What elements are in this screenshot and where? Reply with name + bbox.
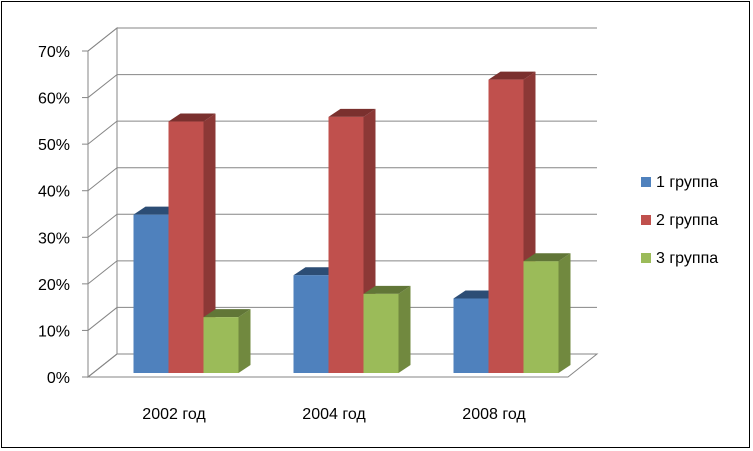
bar <box>523 253 571 373</box>
bar-top <box>328 108 376 117</box>
x-tick-label: 2002 год <box>142 406 206 423</box>
bar-front <box>328 116 364 373</box>
y-tick-label: 60% <box>38 91 70 108</box>
legend-label: 1 группа <box>656 174 718 191</box>
x-axis-ticks: 2002 год 2004 год 2008 год <box>142 406 526 423</box>
legend-swatch <box>641 177 651 187</box>
y-axis-ticks: 0% 10% 20% 30% 40% 50% 60% 70% <box>38 44 70 387</box>
legend-item: 1 группа <box>641 174 718 191</box>
bar-front <box>363 293 399 373</box>
bar <box>168 113 216 373</box>
legend-label: 2 группа <box>656 212 718 229</box>
bar-side <box>398 285 411 373</box>
bar-front <box>293 275 329 373</box>
legend-label: 3 группа <box>656 250 718 267</box>
bar-front <box>133 214 169 373</box>
bar-top <box>363 285 411 294</box>
gridline <box>87 213 597 238</box>
y-tick-label: 30% <box>38 230 70 247</box>
bar-top <box>168 113 216 122</box>
bar-front <box>203 317 239 373</box>
gridline <box>87 167 597 192</box>
y-tick-label: 50% <box>38 137 70 154</box>
legend-item: 3 группа <box>641 250 718 267</box>
legend-swatch <box>641 253 651 263</box>
bars <box>133 71 571 373</box>
bar-front <box>168 121 204 373</box>
bar-front <box>488 79 524 373</box>
gridline <box>87 74 597 98</box>
bar-side <box>203 113 216 373</box>
legend: 1 группа 2 группа 3 группа <box>641 174 718 267</box>
y-tick-label: 10% <box>38 323 70 340</box>
y-tick-label: 40% <box>38 184 70 201</box>
gridline <box>87 260 597 285</box>
side-wall <box>87 26 118 379</box>
legend-item: 2 группа <box>641 212 718 229</box>
bar <box>203 309 251 373</box>
legend-swatch <box>641 215 651 225</box>
y-tick-label: 70% <box>38 44 70 61</box>
bar-side <box>558 253 571 373</box>
bar-top <box>203 309 251 318</box>
y-tick-label: 20% <box>38 277 70 294</box>
bar-front <box>453 298 489 373</box>
gridline <box>87 353 597 378</box>
bar-front <box>523 261 559 373</box>
x-tick-label: 2004 год <box>302 406 366 423</box>
x-tick-label: 2008 год <box>462 406 526 423</box>
bar-side <box>238 309 251 373</box>
bar-top <box>523 253 571 262</box>
gridlines <box>82 27 597 378</box>
gridline <box>87 27 597 52</box>
bar <box>363 285 411 373</box>
gridline <box>87 306 597 331</box>
bar-top <box>488 71 536 80</box>
y-tick-label: 0% <box>47 370 70 387</box>
gridline <box>87 120 597 145</box>
